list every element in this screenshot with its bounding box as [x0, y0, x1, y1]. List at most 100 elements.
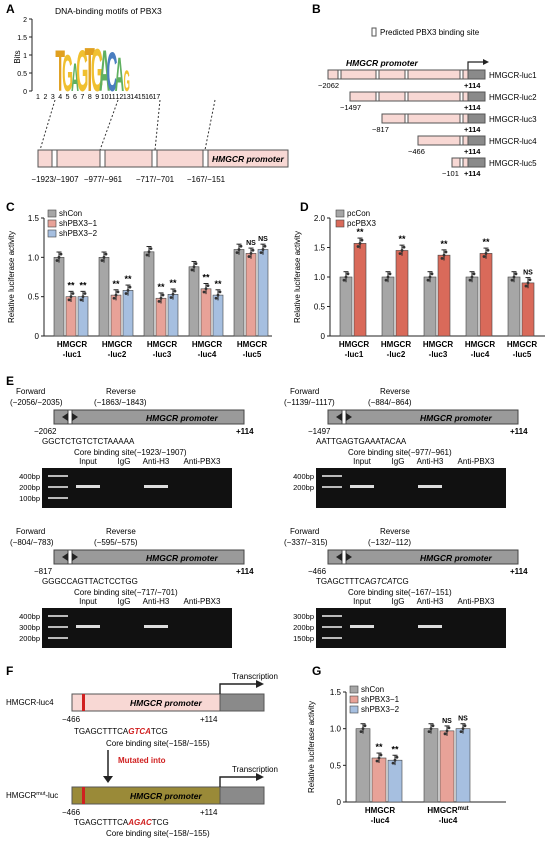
binding-site-3 [151, 149, 158, 168]
bar [143, 251, 155, 337]
wt-site-mark [82, 694, 85, 711]
panel-b-svg: B Predicted PBX3 binding site HMGCR prom… [312, 2, 537, 178]
chip-seq: AATTGAGTGAAATACAA [316, 437, 407, 446]
mut-transcription-arrow-icon [219, 776, 258, 787]
zoom-line-mid1 [99, 99, 119, 151]
legend-swatch [349, 705, 359, 714]
forward-label: Forward [16, 387, 45, 396]
data-point [400, 249, 404, 252]
y-axis-label: Relative luciferase activity [307, 701, 316, 793]
wt-transcription-arrow-icon [219, 683, 258, 694]
y-tick-label: 1.5 [28, 214, 40, 223]
wt-transcription-arrowhead-icon [256, 680, 264, 688]
legend-label: pcPBX3 [347, 219, 376, 228]
chip-site-label: Core binding site(−977/−961) [348, 448, 452, 457]
data-point [526, 281, 530, 285]
chip-promoter-label: HMGCR promoter [146, 553, 218, 563]
construct-name: HMGCR-luc5 [489, 159, 537, 168]
data-point [247, 255, 251, 258]
ladder-label: 400bp [19, 612, 40, 621]
mutation-arrowhead-icon [103, 776, 113, 783]
bar [65, 296, 77, 337]
panel-f: F HMGCR-luc4 HMGCR promoter Transcriptio… [0, 662, 300, 838]
data-point [429, 727, 433, 731]
bar [371, 757, 387, 803]
mut-name-sup: mut [36, 791, 46, 797]
data-point [55, 259, 59, 262]
ladder-label: 400bp [293, 472, 314, 481]
legend-swatch [47, 209, 57, 218]
ladder-band [48, 497, 68, 499]
y-tick-label: 0.5 [28, 293, 40, 302]
data-point [57, 255, 61, 259]
data-point [116, 290, 120, 294]
data-point [145, 253, 149, 257]
motif-ylabel: Bits [13, 50, 22, 63]
wt-seq-b: GTCA [128, 727, 151, 736]
construct-luc-bar [467, 157, 486, 168]
data-point [445, 729, 449, 733]
data-point [251, 248, 255, 252]
motif-position: 15 [138, 94, 146, 101]
data-point [442, 253, 446, 257]
mut-name-a: HMGCR [6, 791, 36, 800]
reverse-pos: (−132/−112) [368, 538, 411, 547]
panel-label-a: A [6, 2, 15, 16]
y-tick-label: 1.5 [330, 688, 342, 697]
construct-luc-bar [467, 113, 486, 124]
bar [387, 759, 403, 803]
motif-letter: T [55, 40, 65, 104]
data-point [149, 247, 153, 251]
data-point [395, 755, 399, 759]
gel-band [350, 625, 374, 628]
chip-site-label: Core binding site(−167/−151) [348, 588, 452, 597]
mut-construct-name: HMGCRmut-luc [6, 791, 58, 800]
panel-a: A DNA-binding motifs of PBX3 Bits 0 0.5 1 1… [0, 0, 300, 200]
motif-letter: G [62, 46, 73, 103]
chip-site [341, 549, 347, 565]
motif-letter: A [71, 56, 79, 101]
category-label: -luc5 [513, 350, 532, 359]
construct-site [459, 113, 464, 124]
motif-letter: T [85, 35, 95, 105]
legend-label: shPBX3−2 [59, 229, 98, 238]
significance-label: NS [246, 240, 256, 247]
panel-label-b: B [312, 2, 321, 16]
forward-pos: (−2056/−2035) [10, 398, 63, 407]
motif-position: 11 [108, 94, 115, 101]
reverse-primer-icon [72, 553, 78, 561]
legend-label: pcCon [347, 209, 370, 218]
chip-promoter-label: HMGCR promoter [420, 553, 492, 563]
data-point [259, 251, 263, 255]
motif-letter: A [99, 40, 110, 104]
gel-lane-label: IgG [392, 457, 405, 466]
construct-site [459, 69, 464, 80]
legend-swatch [47, 229, 57, 238]
data-point [159, 296, 163, 300]
gel-lane-label: IgG [118, 597, 131, 606]
significance-label: NS [458, 716, 468, 723]
bar [395, 250, 409, 337]
wt-seq-c: TCG [151, 727, 168, 736]
site-label-3: −717/−701 [136, 175, 175, 184]
legend-swatch [47, 219, 57, 228]
significance-label: ** [398, 234, 406, 244]
construct-promoter-bar [327, 69, 469, 80]
data-point [359, 730, 363, 734]
gel-band [418, 485, 442, 488]
bar [53, 257, 65, 337]
motif-position: 4 [58, 94, 62, 101]
reverse-pos: (−884/−864) [368, 398, 412, 407]
legend-label: shPBX3−1 [59, 219, 98, 228]
construct-site [459, 157, 464, 168]
motif-position: 8 [88, 94, 92, 101]
chip-start: −466 [308, 567, 327, 576]
motif-ytick-label: 0 [23, 89, 27, 96]
category-label: -luc1 [63, 350, 82, 359]
data-point [377, 756, 381, 760]
motif-position: 10 [101, 94, 109, 101]
category-label: HMGCR [381, 340, 411, 349]
data-point [440, 256, 444, 260]
construct-site [459, 91, 464, 102]
